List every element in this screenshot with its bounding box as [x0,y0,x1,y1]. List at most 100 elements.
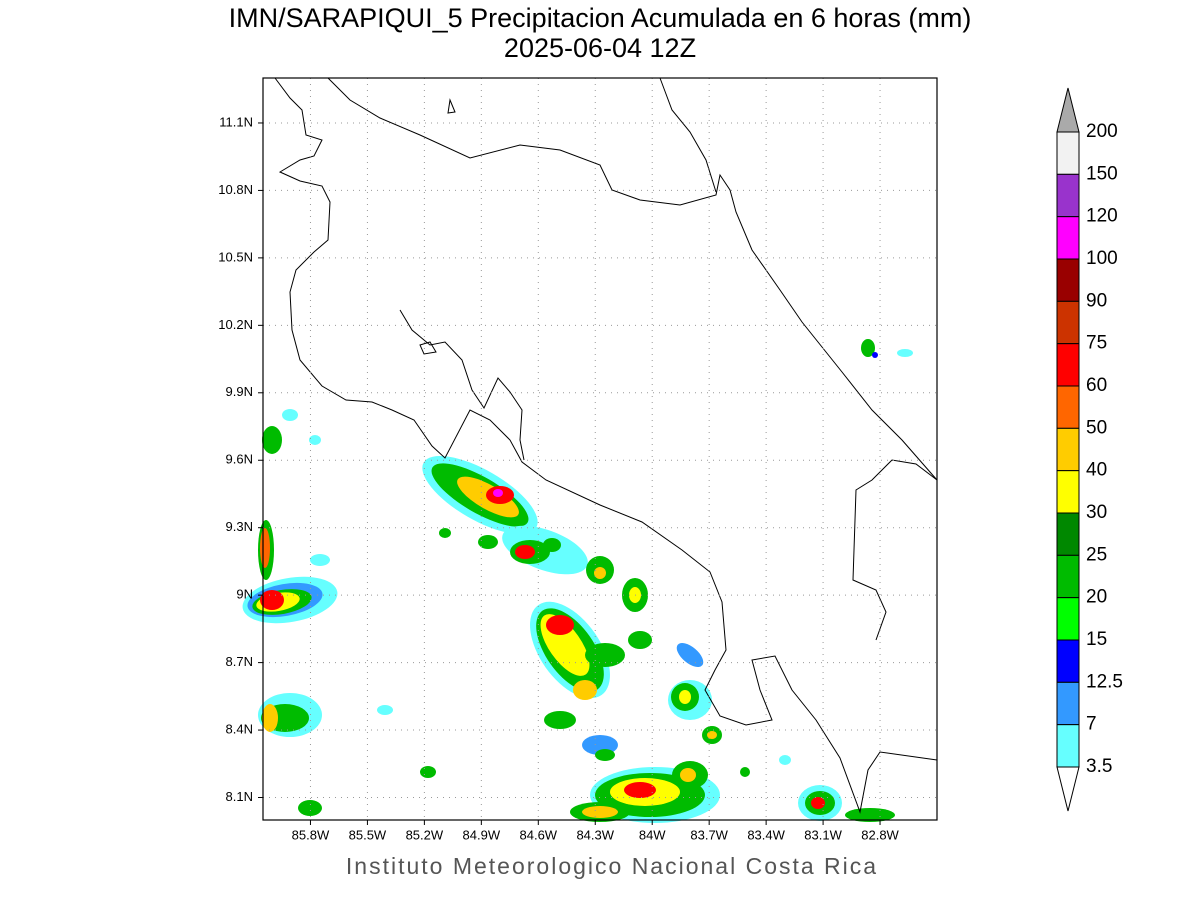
x-tick-label: 85.5W [349,827,387,842]
rain-area [543,538,561,552]
colorbar-box [1056,427,1080,472]
rain-area [811,797,825,809]
rain-area [779,755,791,765]
rain-area [861,339,875,357]
colorbar-box [1056,173,1080,218]
colorbar-label: 150 [1086,163,1118,184]
y-tick-label: 10.5N [218,249,253,264]
rain-area [515,545,535,559]
rain-area [262,426,282,454]
shape [399,309,525,461]
colorbar-box [1056,385,1080,429]
y-tick-label: 10.8N [218,182,253,197]
rain-area [707,731,717,739]
colorbar-box [1056,512,1080,556]
rain-area [845,808,895,822]
shape [447,98,456,114]
colorbar-label: 50 [1086,417,1107,438]
rain-area [260,590,284,610]
colorbar-under [1056,766,1080,812]
colorbar-label: 200 [1086,121,1118,142]
title: IMN/SARAPIQUI_5 Precipitacion Acumulada … [229,3,972,33]
rain-area [377,705,393,715]
rain-area [546,615,574,635]
colorbar-label: 60 [1086,375,1107,396]
colorbar-label: 90 [1086,290,1107,311]
colorbar-label: 20 [1086,587,1107,608]
rain-area [573,680,597,700]
rain-area [595,749,615,761]
precipitation-field [242,339,913,823]
rain-area [594,567,606,579]
rain-area [420,766,436,778]
shape [419,341,437,355]
colorbar-box [1056,131,1080,175]
y-tick-label: 9.6N [226,452,253,467]
colorbar-label: 100 [1086,248,1118,269]
colorbar-box [1056,258,1080,302]
rain-area [439,528,451,538]
x-tick-label: 84W [639,827,666,842]
x-tick-label: 82.8W [861,827,899,842]
y-tick-label: 8.7N [226,654,253,669]
colorbar-box [1056,554,1080,599]
colorbar-box [1056,639,1080,683]
colorbar-label: 15 [1086,629,1107,650]
rain-area [740,767,750,777]
colorbar-label: 25 [1086,544,1107,565]
colorbar-box [1056,343,1080,387]
coastlines [274,77,938,814]
y-tick-label: 9N [236,587,253,602]
y-tick-label: 8.1N [226,789,253,804]
rain-area [585,643,625,667]
colorbar-label: 75 [1086,333,1107,354]
rain-area [298,800,322,816]
colorbar-label: 40 [1086,460,1107,481]
subtitle: 2025-06-04 12Z [504,33,696,63]
colorbar-box [1056,216,1080,260]
colorbar-label: 3.5 [1086,756,1112,777]
rain-area [680,768,696,782]
x-tick-label: 85.8W [292,827,330,842]
x-tick-label: 83.4W [747,827,785,842]
colorbar-box [1056,300,1080,345]
footer: Instituto Meteorologico Nacional Costa R… [346,853,878,879]
colorbar-over [1056,87,1080,133]
shape [327,77,938,481]
rain-area [260,528,270,568]
rain-area [624,782,656,798]
rain-area [262,704,278,732]
y-tick-label: 10.2N [218,317,253,332]
rain-area [582,806,618,818]
y-tick-label: 9.3N [226,519,253,534]
rain-area [872,352,878,358]
x-tick-label: 85.2W [406,827,444,842]
rain-area [309,435,321,445]
colorbar-label: 7 [1086,714,1097,735]
colorbar-label: 120 [1086,206,1118,227]
rain-area [478,535,498,549]
shape [274,77,938,814]
rain-area [676,643,704,667]
x-tick-label: 84.6W [520,827,558,842]
x-tick-label: 83.1W [804,827,842,842]
rain-area [282,409,298,421]
colorbar-box [1056,470,1080,514]
rain-area [679,690,691,704]
shape [263,78,937,820]
x-tick-label: 84.9W [463,827,501,842]
rain-area [493,489,503,497]
y-tick-label: 11.1N [219,114,253,129]
shape [852,459,938,641]
x-tick-label: 83.7W [690,827,728,842]
map-frame [262,77,938,821]
colorbar-label: 30 [1086,502,1107,523]
colorbar-label: 12.5 [1086,671,1123,692]
y-tick-label: 8.4N [226,721,253,736]
x-tick-label: 84.3W [576,827,614,842]
rain-area [310,554,330,566]
y-tick-label: 9.9N [226,384,253,399]
colorbar-box [1056,724,1080,768]
shape [659,77,717,193]
